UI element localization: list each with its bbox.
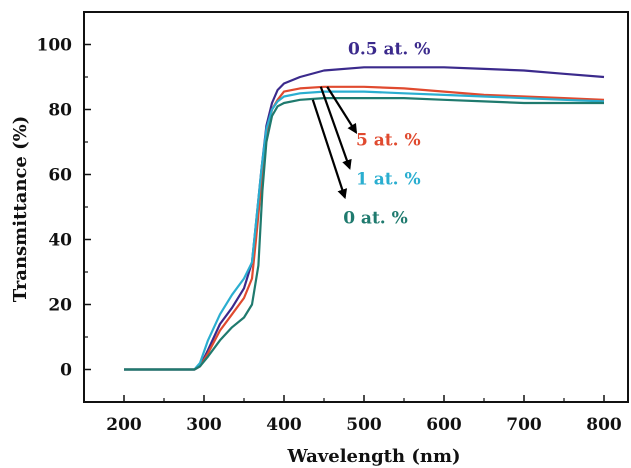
x-tick-label-4: 600: [426, 415, 462, 435]
series-label-0: 0.5 at. %: [348, 39, 430, 59]
x-tick-label-3: 500: [346, 415, 382, 435]
y-axis-label: Transmittance (%): [10, 116, 31, 303]
y-tick-label-2: 40: [48, 231, 72, 251]
annotation-arrow-2: [311, 99, 348, 200]
y-tick-label-3: 60: [48, 166, 72, 186]
series-label-2: 1 at. %: [356, 169, 421, 189]
series-line-0: [124, 66, 605, 371]
plot-border: [83, 11, 629, 403]
series-layer: [124, 66, 605, 371]
x-axis-label: Wavelength (nm): [286, 446, 460, 467]
x-tick-label-0: 200: [106, 415, 142, 435]
series-label-1: 5 at. %: [356, 130, 421, 150]
series-line-2: [124, 90, 605, 371]
annotation-arrow-0: [326, 86, 358, 134]
annotation-layer: 0.5 at. % 5 at. % 1 at. % 0 at. %: [311, 39, 430, 228]
plot-frame: [83, 11, 629, 403]
y-tick-label-4: 80: [48, 101, 72, 121]
annotation-arrow-1: [319, 86, 352, 170]
axis-layer: 200 300 400 500 600 700 800 0 20 40 60 80 100: [37, 36, 622, 436]
x-tick-label-5: 700: [506, 415, 542, 435]
y-tick-label-1: 20: [48, 296, 72, 316]
x-tick-label-2: 400: [266, 415, 302, 435]
y-tick-label-5: 100: [37, 36, 73, 56]
series-line-3: [124, 96, 604, 371]
series-label-3: 0 at. %: [343, 208, 408, 228]
x-tick-label-1: 300: [186, 415, 222, 435]
x-tick-label-6: 800: [586, 415, 622, 435]
y-tick-label-0: 0: [60, 361, 72, 381]
